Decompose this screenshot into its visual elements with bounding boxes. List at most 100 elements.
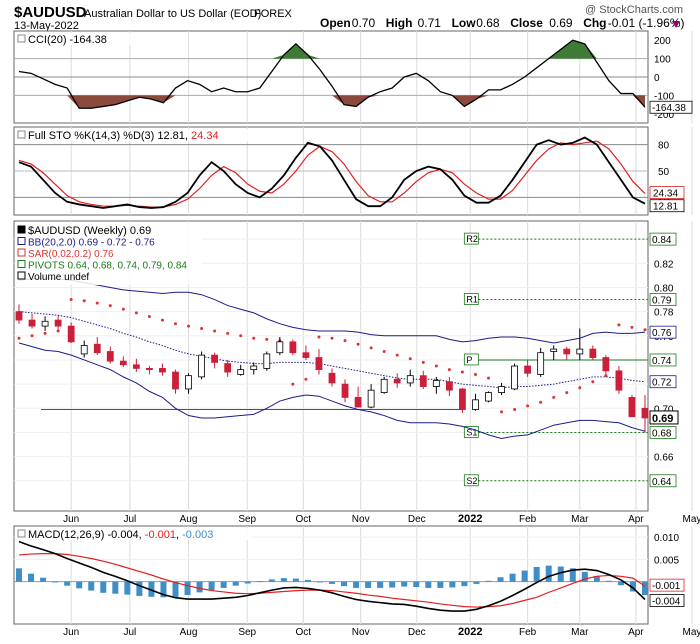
sar-dot <box>447 368 451 372</box>
ohlc-summary: Open 0.70 High 0.71 Low 0.68 Close 0.69 Chg -0.01… <box>320 16 685 30</box>
macd-histogram-bar <box>40 577 47 582</box>
date-axis-label: Mar <box>571 627 589 638</box>
macd-histogram-bar <box>28 573 35 582</box>
candle-body <box>380 378 388 393</box>
sar-dot <box>460 370 464 374</box>
sto-d-last-box <box>649 186 685 199</box>
sar-dot <box>500 410 504 414</box>
candle-body <box>328 372 336 384</box>
ohlc-label: Open <box>320 16 351 30</box>
sar-dot <box>343 339 347 343</box>
price-legend-entry: Volume undef <box>28 272 89 283</box>
macd-histogram-bar <box>473 581 480 584</box>
sar-dot <box>95 301 99 305</box>
price-tick-label: 0.66 <box>654 453 674 464</box>
sar-dot <box>265 337 269 341</box>
macd-histogram-bar <box>172 581 179 597</box>
cci-tick-label: 200 <box>654 36 671 47</box>
sar-dot <box>330 336 334 340</box>
candle-body <box>159 368 166 373</box>
macd-histogram-bar <box>304 579 311 582</box>
candle-body <box>28 319 36 327</box>
price-legend-entry: SAR(0.02,0.2) 0.76 <box>28 249 114 260</box>
macd-histogram-bar <box>353 581 360 588</box>
macd-histogram-bar <box>292 578 299 582</box>
date-axis-label: Sep <box>238 514 256 525</box>
macd-histogram-bar <box>413 581 420 588</box>
instrument-name: Australian Dollar to US Dollar (EOD) <box>84 8 261 20</box>
pivot-tag: R1 <box>466 295 478 305</box>
candle-body <box>67 325 75 343</box>
date-axis-label: Jun <box>63 514 79 525</box>
date-axis-label: Sep <box>238 627 256 638</box>
macd-histogram-bar <box>76 581 83 589</box>
macd-histogram-bar <box>112 581 119 594</box>
macd-histogram-bar <box>244 581 251 584</box>
pivot-tag-box <box>463 426 479 438</box>
date-axis-label: Jun <box>63 627 79 638</box>
macd-histogram-bar <box>280 578 287 582</box>
price-legend-entry: PIVOTS 0.64, 0.68, 0.74, 0.79, 0.84 <box>28 261 187 272</box>
pivot-value-box <box>649 353 677 367</box>
macd-signal-last-box <box>649 578 685 592</box>
macd-histogram-bar <box>557 566 564 582</box>
candle-body <box>302 352 310 358</box>
sar-dot <box>213 329 217 333</box>
sar-dot <box>539 400 543 404</box>
bb-upper-line <box>18 277 646 344</box>
candle-body <box>132 364 140 369</box>
price-value-label: 0.76 <box>652 328 672 339</box>
candle-body <box>250 365 258 371</box>
sar-dot <box>473 372 477 376</box>
candle-body <box>602 357 610 372</box>
candle-body <box>289 341 297 354</box>
cci-tick-label: 0 <box>654 73 660 84</box>
legend-swatch <box>17 225 26 234</box>
sto-k-line <box>18 136 646 209</box>
macd-histogram-bar <box>401 581 408 587</box>
macd-histogram-bar <box>64 581 71 586</box>
date-axis-label: 2022 <box>458 513 482 525</box>
last-price-label: 0.69 <box>652 413 673 425</box>
date-axis-label: May <box>682 514 700 525</box>
candle-body <box>511 365 518 390</box>
cci-last-box <box>649 100 693 114</box>
legend-swatch <box>17 237 26 245</box>
macd-histogram-bar <box>100 581 107 593</box>
sar-dot <box>239 334 243 338</box>
sar-dot <box>108 304 112 308</box>
date-axis-label: Apr <box>628 627 644 638</box>
date-axis-label: 2022 <box>458 626 482 638</box>
symbol-title: $AUDUSD <box>14 4 87 21</box>
macd-histogram-bar <box>208 581 215 591</box>
ohlc-label: Low <box>452 16 477 30</box>
candle-body <box>406 375 414 384</box>
pivot-tag-box <box>463 293 479 305</box>
pivot-tag-box <box>463 353 479 366</box>
candle-body <box>445 381 453 391</box>
candle-body <box>641 407 649 419</box>
date-axis-label: Aug <box>180 627 198 638</box>
pivot-tag: P <box>466 355 472 365</box>
macd-histogram-bar <box>232 581 239 586</box>
panel-frame <box>13 525 649 625</box>
price-value-label: 0.72 <box>652 378 672 389</box>
candle-body <box>524 365 532 374</box>
sar-dot <box>408 357 412 361</box>
copyright-label: @ StockCharts.com <box>585 4 683 16</box>
pivot-value-label: 0.74 <box>652 356 672 367</box>
candle-body <box>563 348 571 355</box>
candle-body <box>80 345 88 355</box>
ohlc-value: -0.01 (-1.96%) <box>608 16 685 30</box>
sar-dot <box>552 395 556 399</box>
sar-dot <box>591 380 595 384</box>
cci-oversold-fill <box>19 95 645 109</box>
macd-last-label: -0.004 <box>652 597 681 608</box>
macd-histogram-bar <box>437 581 444 588</box>
candle-body <box>485 392 492 402</box>
date-axis-label: May <box>682 627 700 638</box>
candle-body <box>628 397 636 418</box>
sto-d-last-label: 24.34 <box>653 189 678 200</box>
candle-body <box>550 348 558 352</box>
ohlc-value: 0.71 <box>418 16 442 30</box>
